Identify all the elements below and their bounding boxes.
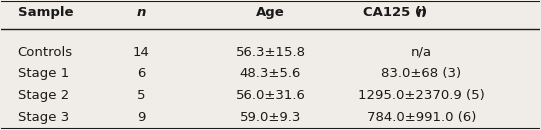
Text: n/a: n/a: [411, 46, 432, 59]
Text: 6: 6: [137, 67, 146, 80]
Text: 14: 14: [133, 46, 150, 59]
Text: 56.0±31.6: 56.0±31.6: [235, 89, 306, 102]
Text: 48.3±5.6: 48.3±5.6: [240, 67, 301, 80]
Text: 59.0±9.3: 59.0±9.3: [240, 111, 301, 124]
Text: 9: 9: [137, 111, 146, 124]
Text: ): ): [421, 6, 427, 19]
Text: Stage 3: Stage 3: [17, 111, 69, 124]
Text: 1295.0±2370.9 (5): 1295.0±2370.9 (5): [358, 89, 485, 102]
Text: Controls: Controls: [17, 46, 72, 59]
Text: Sample: Sample: [17, 6, 73, 19]
Text: n: n: [137, 6, 146, 19]
Text: n: n: [417, 6, 426, 19]
Text: CA125 (: CA125 (: [363, 6, 421, 19]
Text: 5: 5: [137, 89, 146, 102]
Text: Age: Age: [256, 6, 285, 19]
Text: Stage 1: Stage 1: [17, 67, 69, 80]
Text: 56.3±15.8: 56.3±15.8: [235, 46, 306, 59]
Text: 83.0±68 (3): 83.0±68 (3): [381, 67, 461, 80]
Text: 784.0±991.0 (6): 784.0±991.0 (6): [366, 111, 476, 124]
Text: Stage 2: Stage 2: [17, 89, 69, 102]
